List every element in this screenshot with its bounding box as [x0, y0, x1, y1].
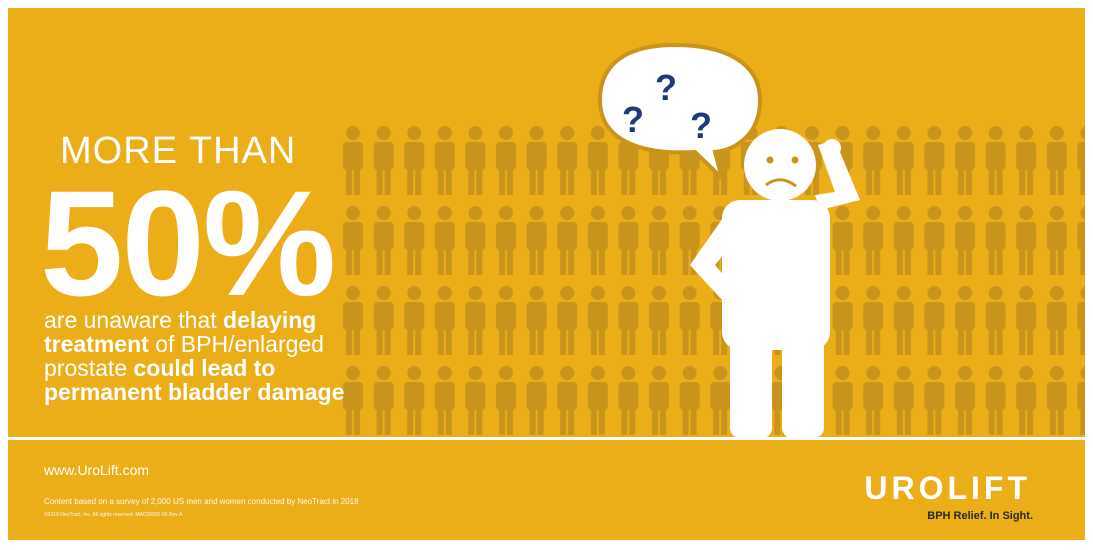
stat: 50% [40, 159, 336, 327]
survey-note: Content based on a survey of 2,000 US me… [44, 497, 359, 506]
svg-text:?: ? [622, 99, 644, 140]
svg-text:?: ? [690, 105, 712, 146]
bold-phrase: treatment [44, 331, 149, 357]
bold-phrase: delaying [223, 307, 317, 333]
speech-bubble: ? ? ? [597, 42, 763, 185]
website: www.UroLift.com [44, 462, 150, 478]
statement-line: permanent bladder damage [44, 380, 344, 404]
statement-line: are unaware that delaying [44, 308, 344, 332]
thinking-figure [690, 129, 860, 438]
phrase: prostate [44, 355, 134, 381]
statement-line: prostate could lead to [44, 356, 344, 380]
divider [8, 437, 1085, 440]
phrase: are unaware that [44, 307, 224, 333]
logo: UROLIFT [864, 470, 1031, 506]
bold-phrase: permanent bladder damage [44, 379, 345, 405]
phrase: of BPH/enlarged [148, 331, 324, 357]
bold-phrase: could lead to [133, 355, 276, 381]
lead-text: MORE THAN [60, 130, 297, 172]
statement-line: treatment of BPH/enlarged [44, 332, 344, 356]
statement: are unaware that delaying treatment of BP… [44, 308, 344, 404]
copyright: ©2019 NeoTract, Inc. All rights reserved… [44, 512, 183, 518]
svg-text:?: ? [655, 67, 677, 108]
tagline: BPH Relief. In Sight. [927, 510, 1033, 522]
